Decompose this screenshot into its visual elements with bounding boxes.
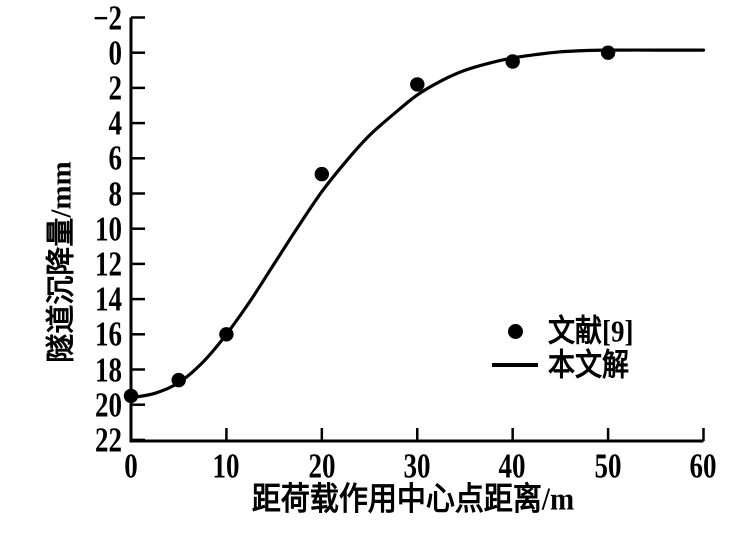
legend-label: 文献[9] [548,313,634,348]
x-tick-label: 20 [308,446,336,485]
y-tick-label: 8 [108,174,123,213]
y-tick-label: 20 [95,385,122,424]
y-tick-label: 6 [108,138,123,177]
legend-label: 本文解 [548,347,629,382]
data-point-dot [600,45,616,60]
y-tick-label: 14 [95,279,122,318]
legend-item-literature: 文献[9] [492,314,633,348]
x-tick-label: 10 [212,446,240,485]
x-tick-label: 30 [403,446,431,485]
data-point-dot [505,54,520,69]
legend-marker-cell [492,321,538,341]
solution-curve-line [129,48,706,400]
y-tick-label: −2 [93,0,122,37]
y-tick-label: 0 [108,33,123,72]
data-point-dot [123,388,139,404]
y-tick-label: 18 [95,350,122,389]
x-tick-label: 40 [498,446,526,485]
y-tick-label: 16 [95,314,122,353]
y-tick-label: 12 [95,244,122,283]
y-tick-label: 4 [108,103,123,142]
x-axis-title: 距荷载作用中心点距离/m [251,481,575,518]
data-point-dot [314,166,329,182]
legend-item-solution: 本文解 [492,348,633,382]
x-tick-label: 50 [594,446,622,485]
y-axis-title: 隧道沉降量/mm [45,161,78,363]
y-tick-label: 10 [95,209,122,248]
legend-marker-cell [492,355,538,375]
x-tick-label: 0 [124,446,138,485]
y-tick-label: 2 [108,68,123,107]
dot-marker-icon [507,323,523,339]
x-tick-label: 60 [689,446,717,485]
data-point-dot [171,372,186,388]
legend: 文献[9] 本文解 [492,314,633,382]
y-tick-label: 22 [95,420,122,459]
data-point-dot [410,77,425,92]
line-marker-icon [492,363,538,367]
data-point-dot [219,327,234,342]
